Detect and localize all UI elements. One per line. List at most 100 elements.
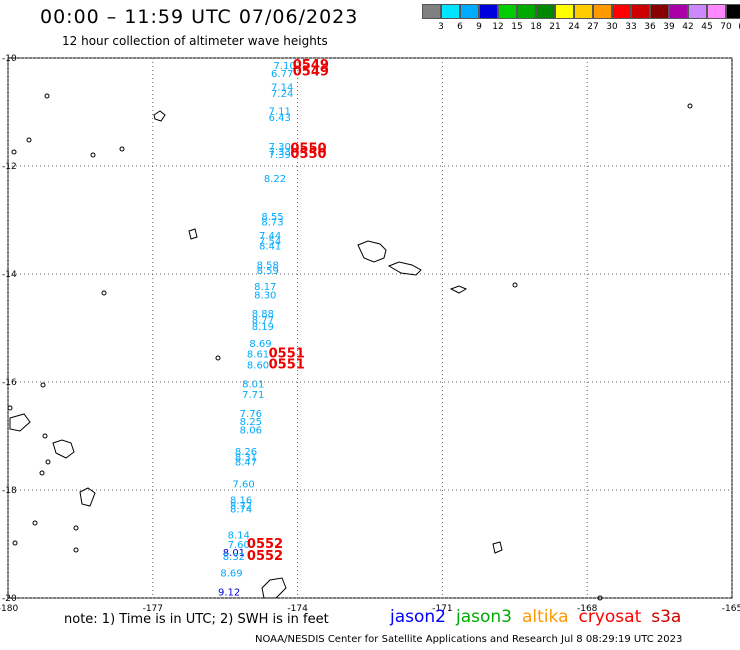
- satellite-jason3: jason3: [456, 607, 512, 627]
- scale-label: 27: [587, 22, 599, 32]
- wave-height-label: 8.88: [252, 309, 274, 320]
- satellite-s3a: s3a: [651, 607, 682, 627]
- credit-line: NOAA/NESDIS Center for Satellite Applica…: [255, 634, 683, 645]
- island-outline: [153, 110, 166, 122]
- scale-label: 30: [606, 22, 618, 32]
- islet-marker: [40, 382, 46, 388]
- scale-swatch: [498, 4, 517, 19]
- wave-height-label: 8.06: [240, 425, 262, 436]
- wave-height-label: 8.25: [240, 417, 262, 428]
- map-frame: [7, 57, 733, 599]
- scale-swatch: [422, 4, 441, 19]
- islet-marker: [45, 459, 51, 465]
- scale-label: 3: [438, 22, 444, 32]
- island-outline: [261, 577, 287, 599]
- lon-tick-label: -168: [577, 604, 598, 614]
- scale-label: 9: [476, 22, 482, 32]
- satellite-legend: jason2 jason3 altika cryosat s3a: [390, 607, 691, 627]
- scale-label: 70: [720, 22, 732, 32]
- scale-label: 45: [701, 22, 713, 32]
- island-outline: [492, 541, 503, 554]
- islet-marker: [42, 433, 48, 439]
- lat-tick-label: -14: [2, 270, 17, 280]
- map-title: 00:00 – 11:59 UTC 07/06/2023: [40, 6, 359, 28]
- scale-swatch: [441, 4, 460, 19]
- wave-height-label: 8.69: [220, 568, 242, 579]
- pass-time-label: 0549: [293, 64, 329, 79]
- island-outline: [188, 228, 198, 240]
- scale-label: 15: [511, 22, 523, 32]
- wave-height-label: 8.22: [264, 174, 286, 185]
- islet-marker: [12, 540, 18, 546]
- scale-swatch: [726, 4, 740, 19]
- wave-height-label: 8.73: [261, 217, 283, 228]
- scale-swatch: [517, 4, 536, 19]
- scale-label: 6: [457, 22, 463, 32]
- pass-time-label: 0552: [247, 549, 283, 564]
- wave-height-label: 7.60: [232, 479, 254, 490]
- wave-height-label: 8.72: [230, 501, 252, 512]
- islet-marker: [597, 595, 603, 601]
- lat-tick-label: -10: [2, 54, 17, 64]
- lat-tick-label: -20: [2, 594, 17, 604]
- islet-marker: [512, 282, 518, 288]
- lat-tick-label: -18: [2, 486, 17, 496]
- wave-height-label: 8.01: [223, 548, 245, 559]
- wave-height-label: 8.26: [235, 447, 257, 458]
- islet-marker: [39, 470, 45, 476]
- scale-swatch: [612, 4, 631, 19]
- lon-tick-label: -165: [722, 604, 740, 614]
- island-outline: [52, 439, 75, 459]
- wave-height-label: 6.43: [269, 113, 291, 124]
- footnote: note: 1) Time is in UTC; 2) SWH is in fe…: [64, 612, 329, 627]
- islet-marker: [44, 93, 50, 99]
- island-outline: [357, 240, 387, 263]
- scale-swatch: [479, 4, 498, 19]
- wave-height-label: 8.16: [230, 496, 252, 507]
- lon-tick-label: -177: [143, 604, 163, 614]
- islet-marker: [101, 290, 107, 296]
- islet-marker: [90, 152, 96, 158]
- wave-height-label: 8.55: [261, 212, 283, 223]
- scale-label: 12: [492, 22, 504, 32]
- satellite-jason2: jason2: [390, 607, 446, 627]
- lat-tick-label: -12: [2, 162, 17, 172]
- scale-label: 39: [663, 22, 675, 32]
- wave-height-label: 7.10: [273, 61, 295, 72]
- satellite-altika: altika: [522, 607, 569, 627]
- wave-height-label: 8.32: [223, 552, 245, 563]
- scale-swatch: [593, 4, 612, 19]
- wave-height-label: 8.60: [247, 361, 269, 372]
- wave-height-label: 8.59: [257, 266, 279, 277]
- wave-height-label: 7.60: [228, 540, 250, 551]
- wave-height-label: 8.31: [235, 452, 257, 463]
- wave-height-label: 8.77: [252, 316, 274, 327]
- scale-label: 36: [644, 22, 656, 32]
- wave-height-label: 8.74: [230, 505, 252, 516]
- scale-swatch: [555, 4, 574, 19]
- scale-swatch: [574, 4, 593, 19]
- islet-marker: [119, 146, 125, 152]
- wave-height-label: 7.24: [271, 89, 293, 100]
- pass-time-label: 0550: [290, 147, 326, 162]
- lat-tick-label: -16: [2, 378, 17, 388]
- scale-label: 42: [682, 22, 694, 32]
- wave-height-label: 8.17: [254, 282, 276, 293]
- lon-tick-label: -171: [432, 604, 452, 614]
- wave-height-label: 8.41: [259, 242, 281, 253]
- islet-marker: [215, 355, 221, 361]
- wave-height-label: 7.54: [259, 236, 281, 247]
- scale-swatch: [460, 4, 479, 19]
- scale-label: 18: [530, 22, 542, 32]
- wave-height-label: 8.69: [249, 339, 271, 350]
- wave-height-label: 9.12: [218, 587, 240, 598]
- map-subtitle: 12 hour collection of altimeter wave hei…: [62, 34, 328, 48]
- pass-time-label: 0551: [269, 347, 305, 362]
- wave-height-label: 8.14: [228, 531, 250, 542]
- islet-marker: [73, 525, 79, 531]
- lon-tick-label: -174: [287, 604, 308, 614]
- islet-marker: [11, 149, 17, 155]
- lon-tick-label: -180: [0, 604, 18, 614]
- scale-label: 24: [568, 22, 580, 32]
